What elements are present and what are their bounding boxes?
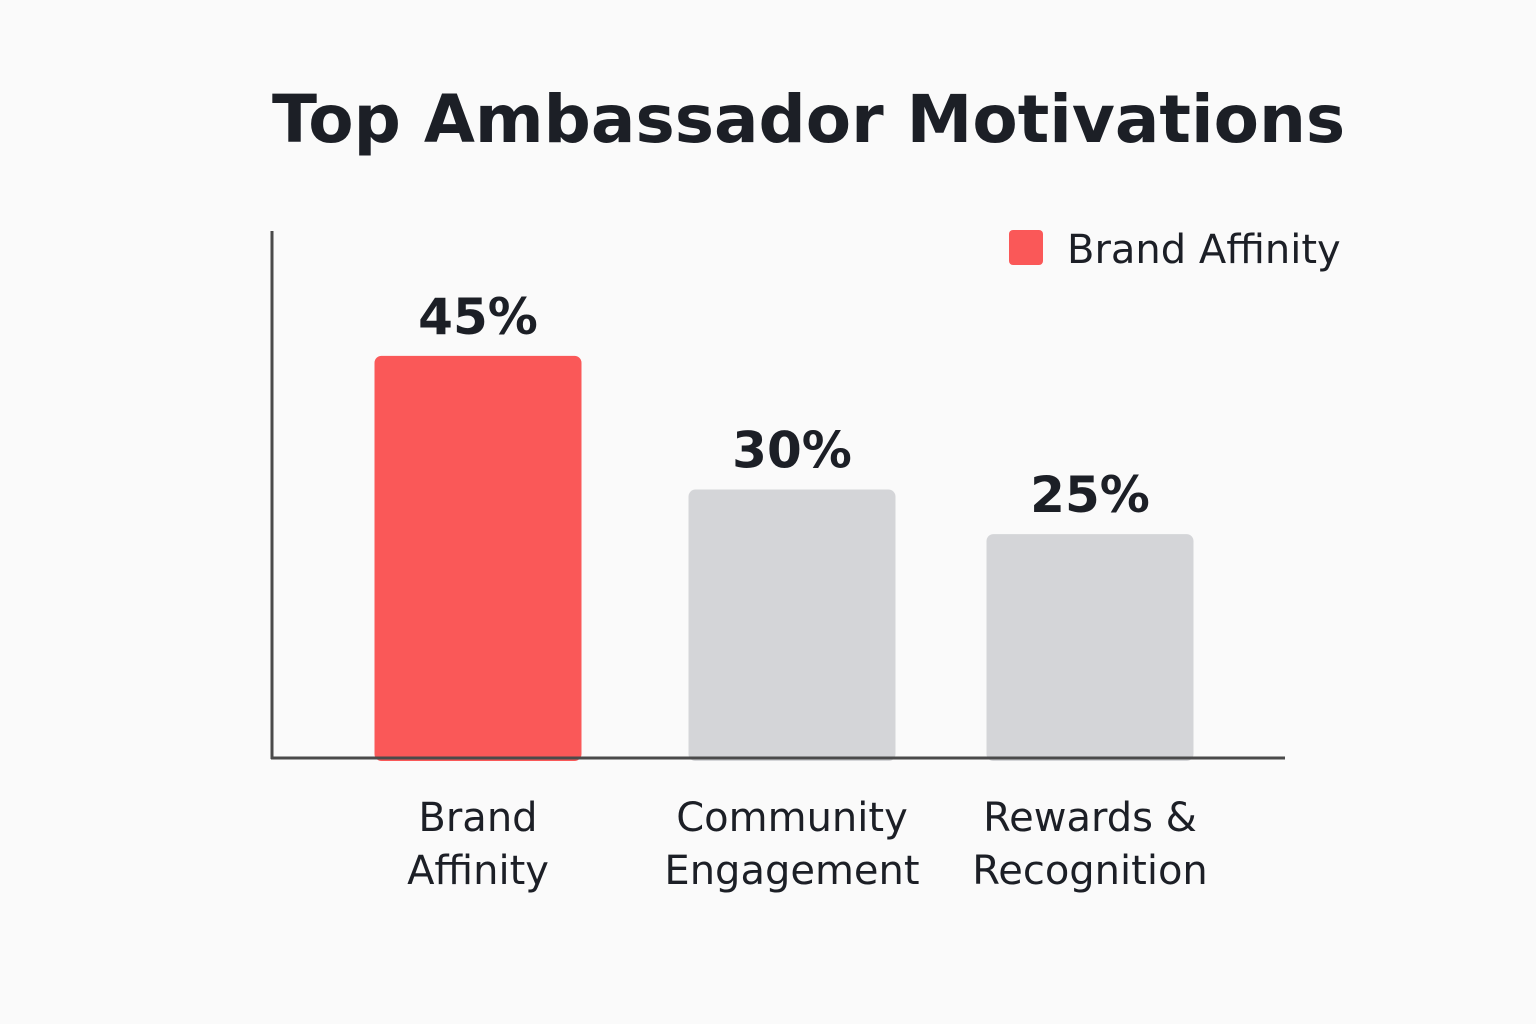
category-label-3-line-1: Rewards & — [983, 795, 1197, 841]
value-label-3: 25% — [1030, 466, 1150, 524]
legend: Brand Affinity — [1009, 227, 1341, 273]
value-label-2: 30% — [732, 422, 852, 480]
category-labels-group: Brand Affinity Community Engagement Rewards … — [407, 795, 1208, 894]
legend-label: Brand Affinity — [1067, 227, 1341, 273]
legend-swatch — [1009, 230, 1043, 265]
value-labels-group: 45% 30% 25% — [418, 288, 1150, 524]
category-label-1-line-1: Brand — [418, 795, 537, 841]
category-label-1-line-2: Affinity — [407, 848, 549, 894]
bar-1 — [374, 355, 582, 761]
bar-3 — [986, 534, 1194, 761]
category-label-2-line-1: Community — [676, 795, 908, 841]
value-label-1: 45% — [418, 288, 538, 346]
bar-2 — [688, 489, 896, 761]
chart-title: Top Ambassador Motivations — [272, 81, 1345, 158]
category-label-3-line-2: Recognition — [972, 848, 1208, 894]
category-label-2-line-2: Engagement — [664, 848, 919, 894]
bars-group — [374, 355, 1194, 761]
